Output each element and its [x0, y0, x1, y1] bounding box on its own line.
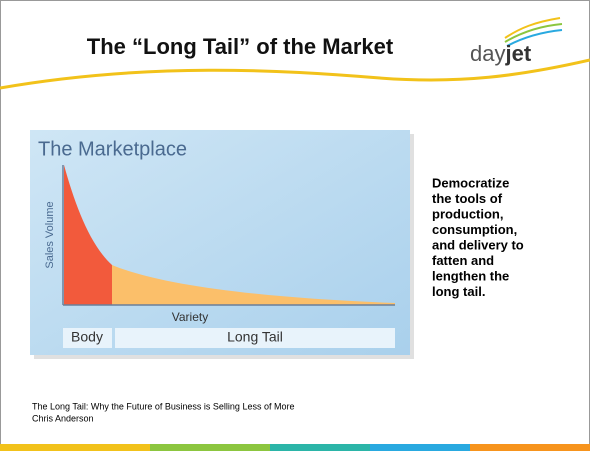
logo-light: day — [470, 41, 505, 66]
figure-title: The Marketplace — [38, 138, 187, 160]
logo-text: dayjet — [470, 41, 532, 66]
segment-box — [115, 328, 395, 348]
y-axis-label: Sales Volume — [44, 201, 56, 268]
tail-area — [112, 265, 395, 305]
slide-title: The “Long Tail” of the Market — [87, 34, 394, 59]
stripe — [0, 444, 150, 451]
x-axis-label: Variety — [172, 310, 208, 324]
citation-line: The Long Tail: Why the Future of Busines… — [32, 401, 294, 411]
body-line: long tail. — [432, 284, 485, 299]
segment-label: Body — [71, 329, 103, 345]
body-line: fatten and — [432, 253, 494, 268]
stripe — [150, 444, 270, 451]
body-line: consumption, — [432, 222, 517, 237]
logo-line — [506, 29, 563, 47]
body-area — [64, 165, 112, 305]
logo-bold: jet — [504, 41, 531, 66]
body-line: lengthen the — [432, 268, 509, 283]
segment-label: Long Tail — [227, 329, 283, 345]
body-line: and delivery to — [432, 237, 524, 252]
body-line: production, — [432, 206, 504, 221]
citation-line: Chris Anderson — [32, 413, 94, 423]
stripe — [370, 444, 470, 451]
body-line: the tools of — [432, 191, 503, 206]
logo: dayjet — [470, 17, 563, 66]
segment-box — [63, 328, 112, 348]
swoosh — [0, 58, 590, 90]
logo-line — [504, 17, 561, 39]
logo-line — [504, 23, 563, 43]
stripe — [470, 444, 590, 451]
citation: The Long Tail: Why the Future of Busines… — [32, 401, 294, 423]
body-line: Democratize — [432, 175, 509, 190]
stripe — [270, 444, 370, 451]
